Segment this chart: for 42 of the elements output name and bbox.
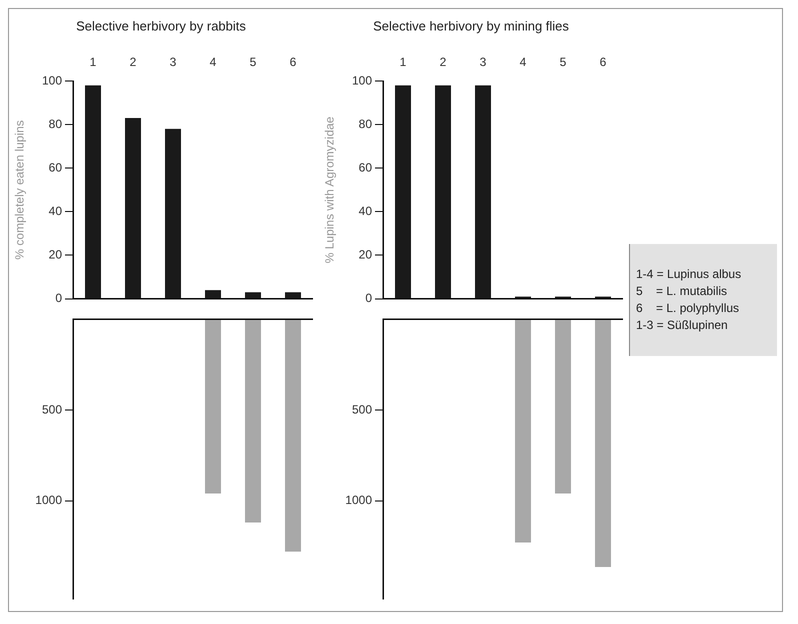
y-tick-label: 20 bbox=[48, 248, 62, 262]
text: 1-3 = Süßlupinen bbox=[636, 317, 729, 334]
chart-title: Selective herbivory by rabbits bbox=[76, 18, 246, 34]
y-tick-label: 500 bbox=[42, 402, 62, 416]
y-tick-label: 40 bbox=[48, 204, 62, 218]
y-tick-label: 80 bbox=[48, 116, 62, 131]
x-tick-label: 1 bbox=[400, 55, 407, 70]
x-tick-label: 4 bbox=[520, 55, 527, 70]
x-tick-label: 1 bbox=[90, 55, 97, 70]
x-tick-label: 6 bbox=[600, 55, 607, 70]
bar bbox=[245, 319, 261, 523]
x-tick-label: 2 bbox=[130, 55, 137, 70]
y-tick-label: 100 bbox=[352, 73, 372, 88]
y-tick-label: 500 bbox=[352, 402, 372, 416]
y-tick-label: 1000 bbox=[35, 493, 62, 508]
bar bbox=[595, 319, 611, 568]
y-axis-title: % completely eaten lupins bbox=[12, 120, 27, 260]
y-tick-label: 20 bbox=[358, 248, 372, 262]
x-tick-label: 6 bbox=[290, 55, 297, 70]
y-tick-label: 40 bbox=[358, 204, 372, 218]
bar bbox=[205, 319, 221, 494]
y-tick-label: 100 bbox=[42, 73, 62, 88]
chart-title: Selective herbivory by mining flies bbox=[373, 18, 570, 34]
y-tick-label: 80 bbox=[358, 116, 372, 131]
y-axis-title: % Lupins with Agromyzidae bbox=[322, 116, 337, 264]
y-tick-label: 60 bbox=[358, 160, 372, 174]
x-tick-label: 5 bbox=[250, 55, 257, 70]
y-tick-label: 60 bbox=[48, 160, 62, 174]
x-tick-label: 4 bbox=[210, 55, 217, 70]
y-tick-label: 0 bbox=[365, 291, 372, 306]
text: 6 = L. polyphyllus bbox=[636, 300, 740, 317]
y-tick-label: 1000 bbox=[345, 493, 372, 508]
y-tick-label: 0 bbox=[55, 291, 62, 306]
x-tick-label: 2 bbox=[440, 55, 447, 70]
bar bbox=[515, 319, 531, 543]
bar bbox=[555, 319, 571, 494]
bar bbox=[285, 319, 301, 552]
x-tick-label: 3 bbox=[480, 55, 487, 70]
text: 5 = L. mutabilis bbox=[636, 283, 728, 300]
x-tick-label: 3 bbox=[170, 55, 177, 70]
text: 1-4 = Lupinus albus bbox=[636, 266, 742, 283]
x-tick-label: 5 bbox=[560, 55, 567, 70]
